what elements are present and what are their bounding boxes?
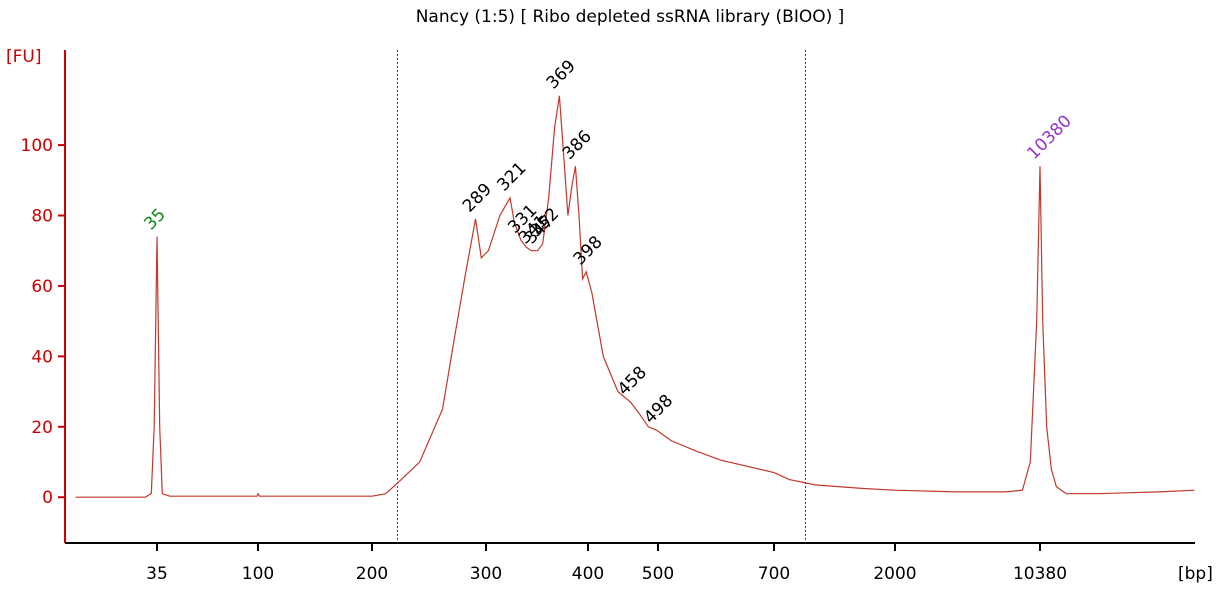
trace [75, 95, 1195, 498]
x-tick-label: 35 [146, 564, 168, 584]
peak-label: 10380 [1023, 111, 1075, 163]
x-axis-label: [bp] [1178, 564, 1213, 584]
peak-label: 289 [459, 179, 496, 216]
x-tick-label: 100 [242, 564, 274, 584]
y-tick-label: 0 [42, 488, 53, 508]
x-tick-label: 200 [356, 564, 388, 584]
y-tick-label: 100 [21, 136, 53, 156]
y-tick-label: 40 [31, 347, 53, 367]
x-tick-label: 10380 [1013, 564, 1067, 584]
peak-label: 35 [140, 205, 169, 234]
peak-label: 369 [543, 56, 580, 93]
y-tick-label: 80 [31, 207, 53, 227]
x-tick-label: 500 [642, 564, 674, 584]
x-tick-label: 2000 [873, 564, 916, 584]
x-tick-label: 400 [572, 564, 604, 584]
peak-label: 321 [493, 158, 530, 195]
y-axis-label: [FU] [6, 47, 42, 67]
x-tick-label: 300 [470, 564, 502, 584]
y-tick-label: 60 [31, 277, 53, 297]
peak-label: 398 [570, 232, 607, 269]
x-tick-label: 700 [758, 564, 790, 584]
chart-title: Nancy (1:5) [ Ribo depleted ssRNA librar… [416, 7, 845, 27]
peak-label: 458 [614, 363, 651, 400]
y-tick-label: 20 [31, 418, 53, 438]
